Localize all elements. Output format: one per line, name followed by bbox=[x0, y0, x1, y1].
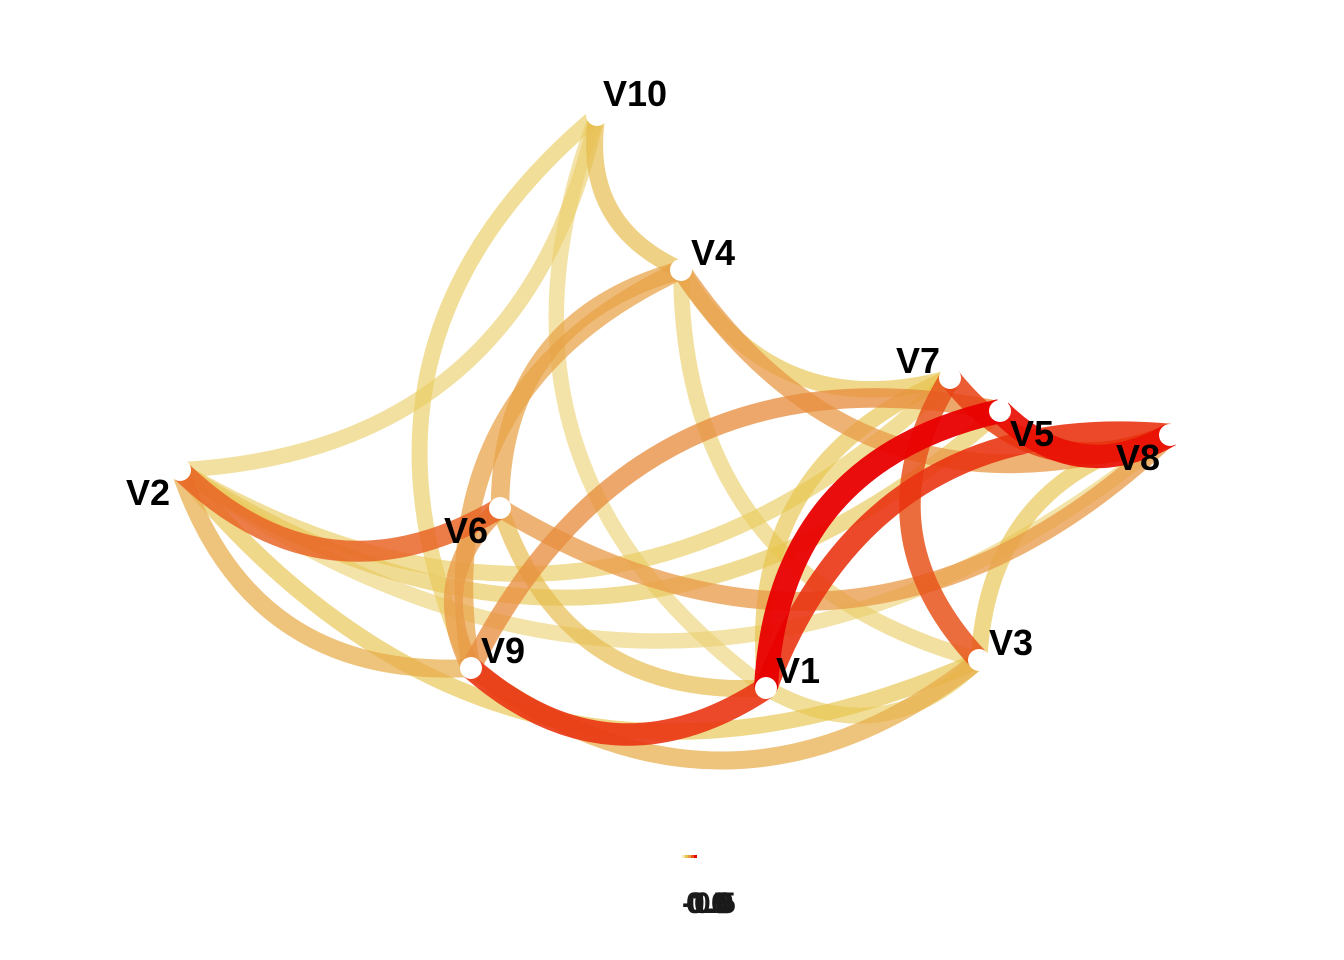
legend-swatch-3 bbox=[688, 855, 691, 858]
node-v10 bbox=[586, 104, 608, 126]
color-legend: -1.0 -0.5 0.0 0.5 1.0 bbox=[682, 855, 736, 920]
node-v7 bbox=[939, 367, 961, 389]
node-label-v10: V10 bbox=[603, 73, 667, 114]
edge-v2-v6 bbox=[172, 462, 506, 562]
edge-v9-v1 bbox=[463, 659, 773, 746]
node-v6 bbox=[489, 497, 511, 519]
legend-swatch-4 bbox=[691, 855, 694, 858]
node-label-v4: V4 bbox=[691, 232, 735, 273]
legend-tick-label-4: 0.5 bbox=[688, 887, 730, 920]
legend-swatch-1 bbox=[682, 855, 685, 858]
node-label-v8: V8 bbox=[1116, 437, 1160, 478]
node-label-v3: V3 bbox=[989, 622, 1033, 663]
edge-v4-v9 bbox=[454, 261, 685, 670]
node-v1 bbox=[755, 677, 777, 699]
nodes-layer bbox=[169, 104, 1181, 699]
legend-tick-label-3: 0.0 bbox=[686, 887, 728, 920]
node-v5 bbox=[989, 400, 1011, 422]
node-label-v2: V2 bbox=[126, 472, 170, 513]
node-v8 bbox=[1159, 424, 1181, 446]
node-v3 bbox=[968, 649, 990, 671]
edge-v5-v1 bbox=[754, 399, 1003, 689]
legend-tick-label-1: -1.0 bbox=[682, 887, 734, 920]
edge-v6-v1 bbox=[491, 505, 767, 698]
node-label-v7: V7 bbox=[896, 340, 940, 381]
edge-v2-v9 bbox=[171, 467, 472, 678]
edge-v5-v8 bbox=[991, 402, 1176, 469]
edge-v5-v9 bbox=[462, 388, 1002, 673]
edge-v8-v1 bbox=[755, 421, 1172, 692]
legend-swatch-5 bbox=[694, 855, 697, 858]
node-label-v1: V1 bbox=[776, 650, 820, 691]
node-label-v5: V5 bbox=[1010, 413, 1054, 454]
node-v9 bbox=[460, 657, 482, 679]
node-label-v9: V9 bbox=[481, 630, 525, 671]
legend-swatch-2 bbox=[685, 855, 688, 858]
legend-tick-label-5: 1.0 bbox=[690, 887, 732, 920]
edge-v7-v3 bbox=[899, 372, 987, 668]
edges-layer bbox=[171, 108, 1177, 770]
edge-v2-v10 bbox=[179, 113, 605, 478]
node-v2 bbox=[169, 459, 191, 481]
legend-tick-label-2: -0.5 bbox=[684, 887, 736, 920]
edge-v6-v8 bbox=[495, 428, 1177, 611]
edge-v10-v4 bbox=[586, 113, 685, 278]
labels-layer: V1 V2 V3 V4 V5 V6 V7 V8 V9 V10 bbox=[126, 73, 1160, 691]
node-v4 bbox=[670, 259, 692, 281]
node-label-v6: V6 bbox=[444, 510, 488, 551]
